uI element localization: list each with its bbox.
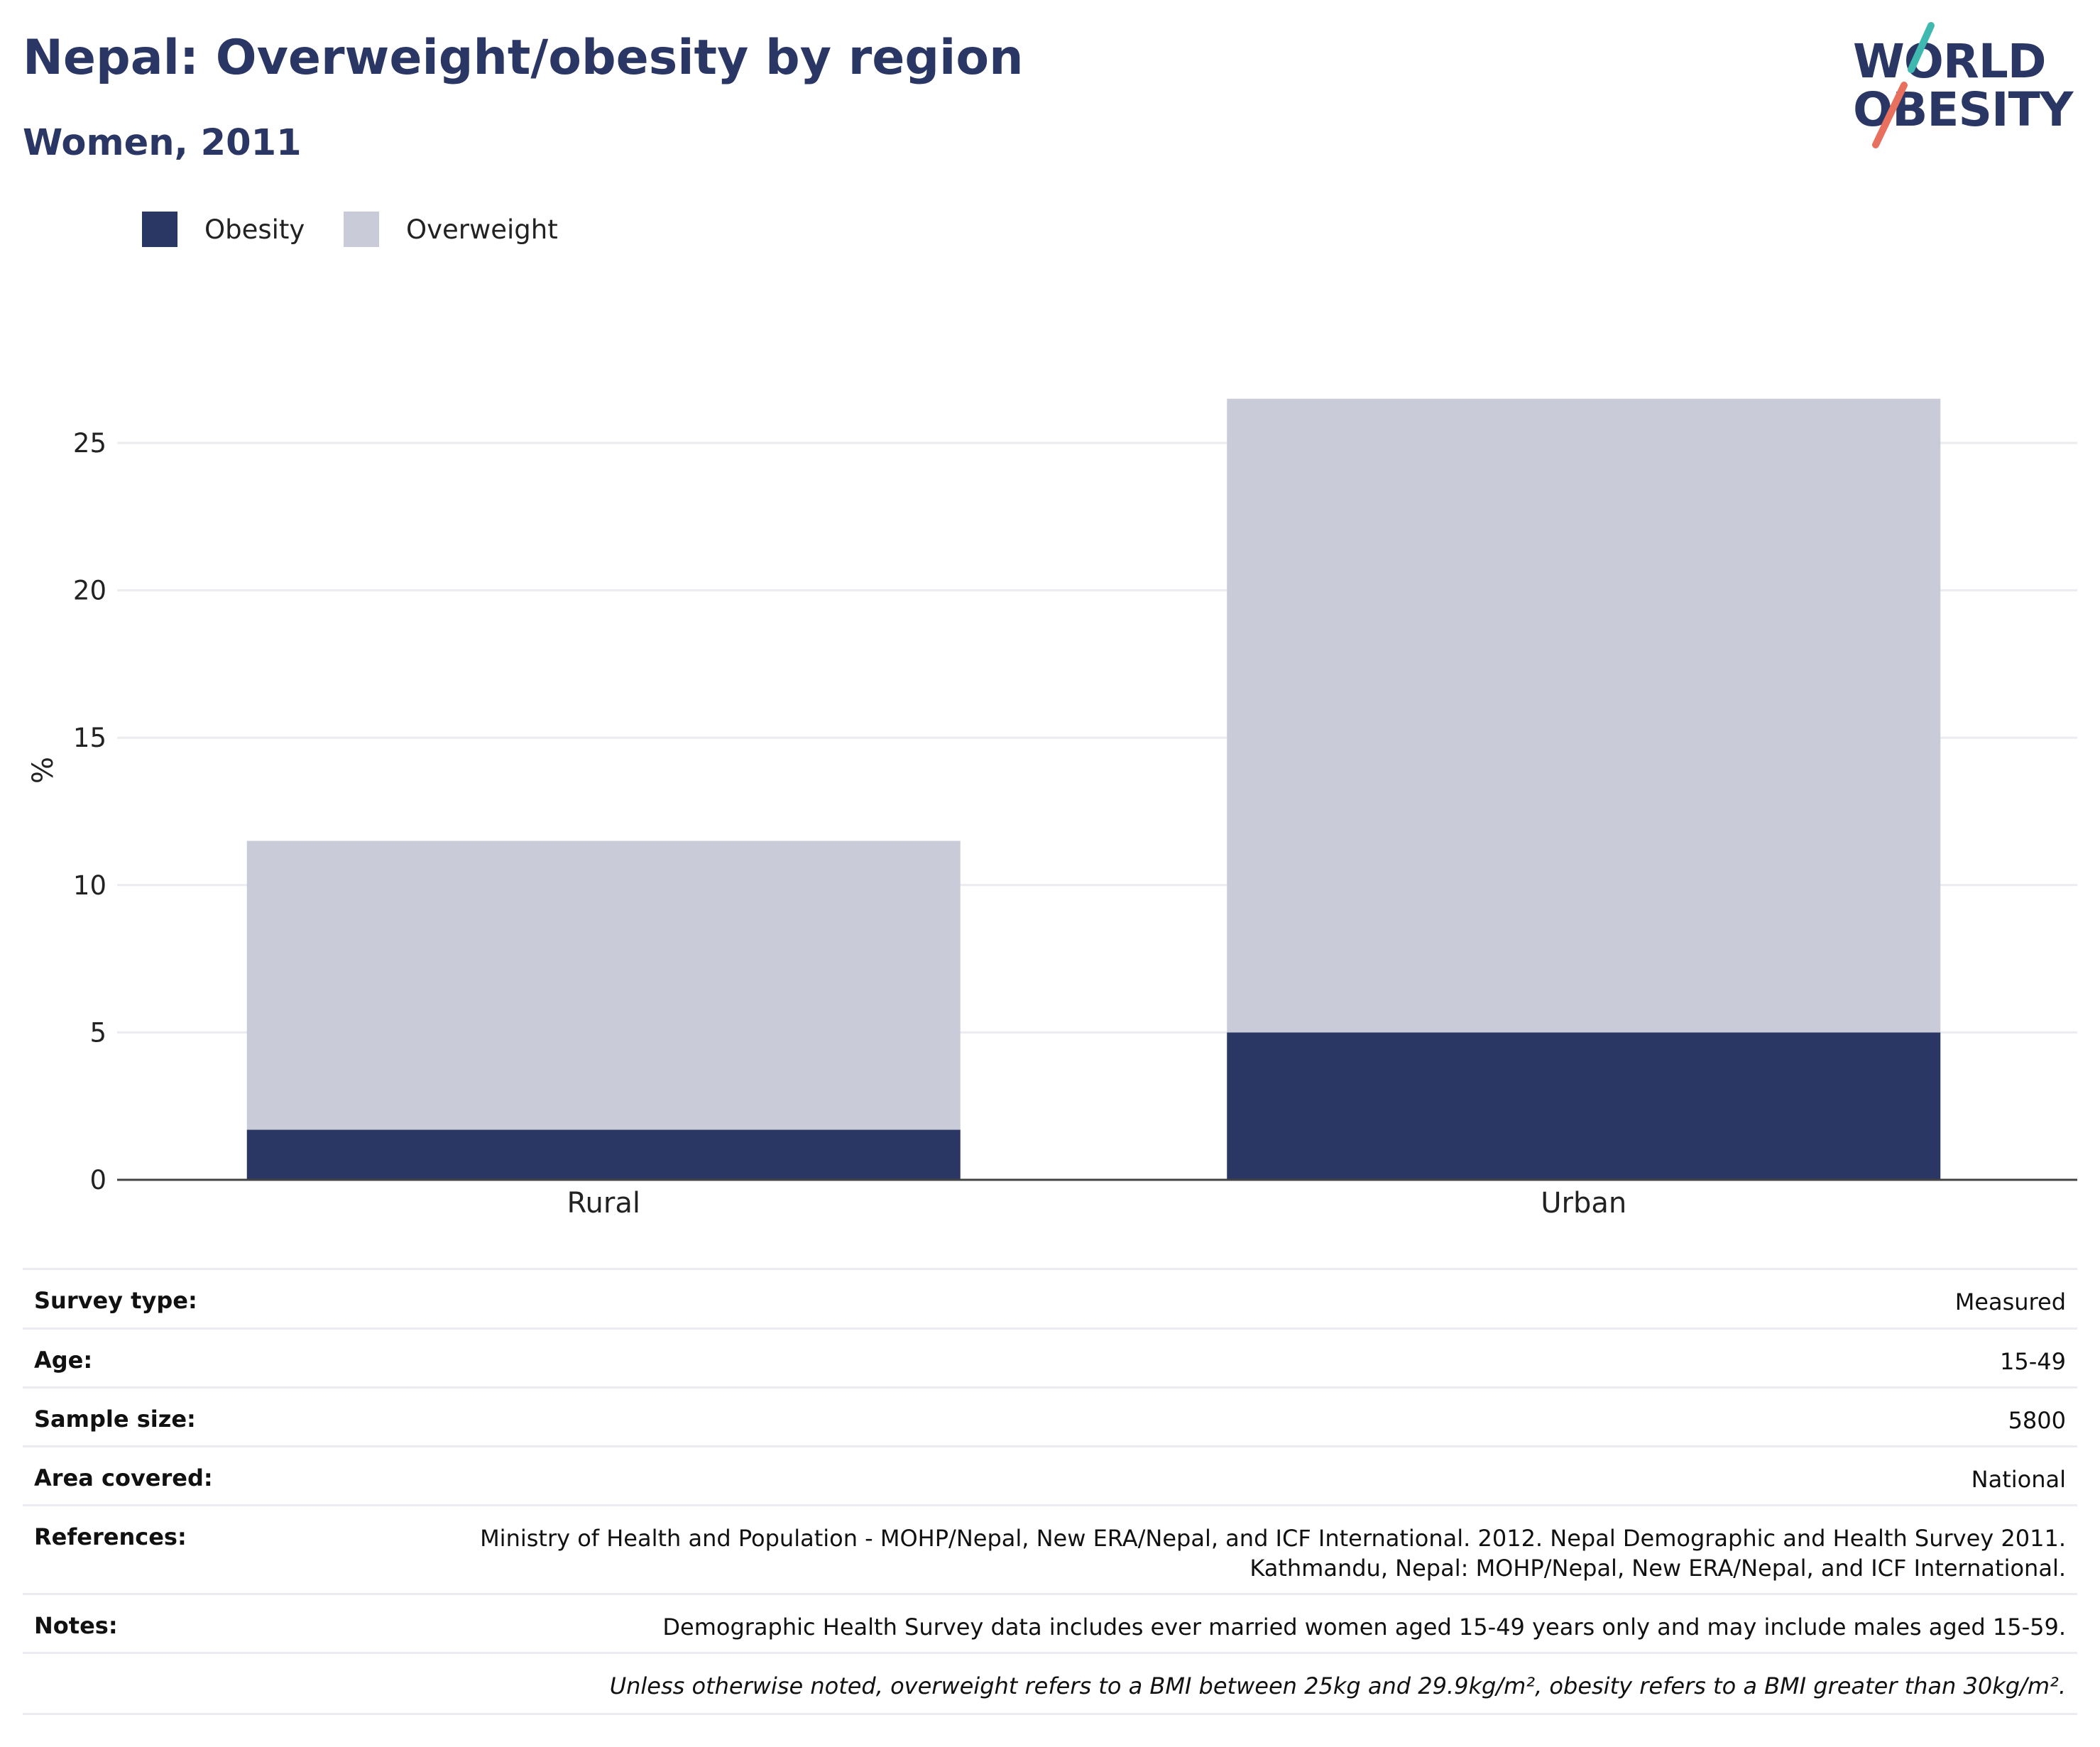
survey-metadata-table: Survey type: Measured Age: 15-49 Sample …: [23, 1268, 2077, 1715]
logo-word-world: WORLD: [1853, 34, 2047, 89]
meta-row-age: Age: 15-49: [23, 1327, 2077, 1386]
meta-label: Sample size:: [34, 1406, 196, 1433]
table-bottom-border: [23, 1713, 2077, 1715]
y-tick-label: 20: [73, 576, 106, 606]
meta-label: Notes:: [34, 1612, 118, 1639]
meta-row-footnote: Unless otherwise noted, overweight refer…: [23, 1652, 2077, 1711]
x-tick-label: Rural: [567, 1187, 640, 1220]
legend-label-overweight: Overweight: [406, 214, 558, 245]
y-tick-label: 10: [73, 870, 106, 901]
bmi-definition-footnote: Unless otherwise noted, overweight refer…: [609, 1672, 2066, 1699]
y-tick-label: 25: [73, 428, 106, 459]
meta-label: Area covered:: [34, 1464, 213, 1491]
meta-value: Ministry of Health and Population - MOHP…: [480, 1525, 2066, 1582]
meta-value: 15-49: [2000, 1348, 2066, 1375]
bar-obesity-urban: [1227, 1032, 1941, 1180]
bar-chart: 0 5 10 15 20 25% Rural Urban: [27, 398, 2077, 1220]
meta-label: References:: [34, 1523, 187, 1550]
meta-label: Age:: [34, 1347, 93, 1374]
meta-value: Measured: [1954, 1288, 2066, 1315]
legend-swatch-obesity: [142, 212, 177, 247]
meta-label: Survey type:: [34, 1287, 197, 1314]
x-tick-label: Urban: [1541, 1187, 1626, 1220]
meta-row-area-covered: Area covered: National: [23, 1445, 2077, 1504]
meta-value: National: [1971, 1466, 2066, 1493]
meta-row-notes: Notes: Demographic Health Survey data in…: [23, 1593, 2077, 1652]
chart-title: Nepal: Overweight/obesity by region: [23, 30, 1024, 86]
legend-label-obesity: Obesity: [204, 214, 305, 245]
bar-obesity-rural: [246, 1129, 961, 1180]
meta-value: 5800: [2008, 1407, 2066, 1434]
bar-overweight-urban: [1227, 398, 1941, 1033]
meta-row-sample-size: Sample size: 5800: [23, 1386, 2077, 1445]
legend-swatch-overweight: [344, 212, 379, 247]
meta-row-survey-type: Survey type: Measured: [23, 1268, 2077, 1327]
world-obesity-logo: WORLD OBESITY: [1853, 20, 2087, 155]
y-tick-label: 15: [73, 723, 106, 753]
meta-value: Demographic Health Survey data includes …: [662, 1614, 2066, 1641]
y-tick-label: 0: [89, 1165, 106, 1195]
y-tick-label: 5: [89, 1017, 106, 1048]
y-axis-title: %: [27, 757, 60, 784]
meta-row-references: References: Ministry of Health and Popul…: [23, 1504, 2077, 1593]
bar-overweight-rural: [246, 840, 961, 1130]
chart-subtitle: Women, 2011: [23, 122, 302, 164]
logo-slash-icon: [1872, 22, 1935, 148]
